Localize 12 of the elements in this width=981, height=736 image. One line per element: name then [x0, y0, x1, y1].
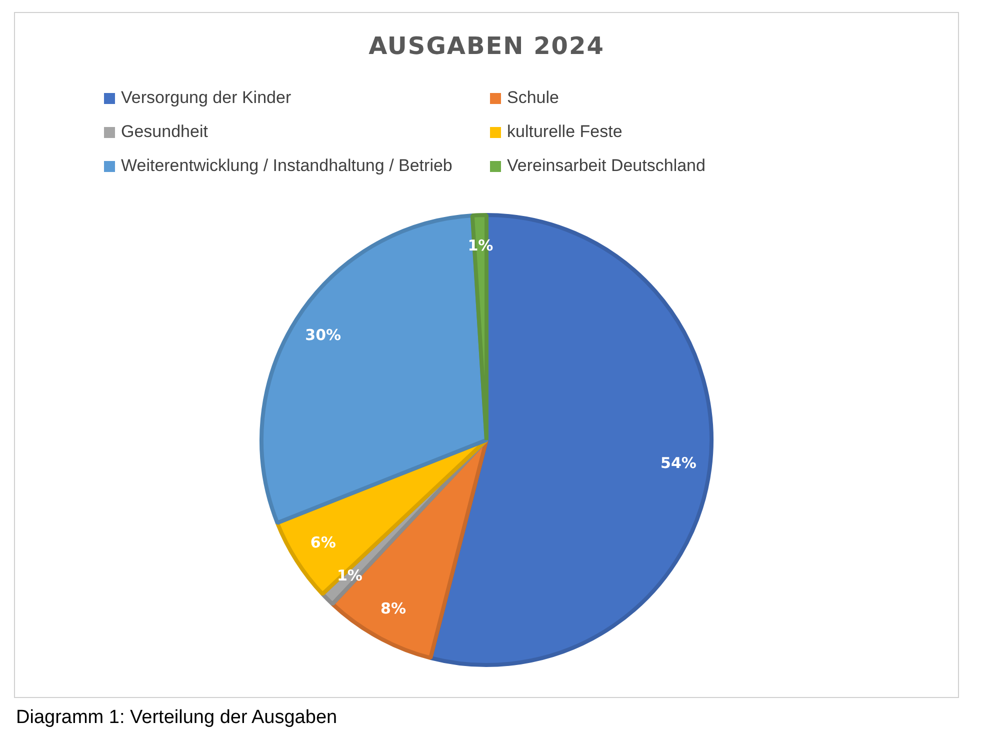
chart-title: AUSGABEN 2024: [368, 32, 606, 60]
data-label: 6%: [310, 534, 336, 552]
legend-label: Versorgung der Kinder: [121, 88, 292, 108]
legend-label: Gesundheit: [121, 122, 208, 142]
legend-label: Schule: [507, 88, 559, 108]
legend-label: Weiterentwicklung / Instandhaltung / Betrieb: [121, 156, 452, 176]
data-label: 30%: [305, 326, 342, 344]
legend-label: kulturelle Feste: [507, 122, 622, 142]
data-label: 54%: [660, 454, 696, 472]
text: Diagramm 1: Verteilung der Ausgaben: [16, 707, 338, 729]
legend-label: Vereinsarbeit Deutschland: [507, 156, 706, 176]
data-label: 8%: [380, 599, 406, 618]
